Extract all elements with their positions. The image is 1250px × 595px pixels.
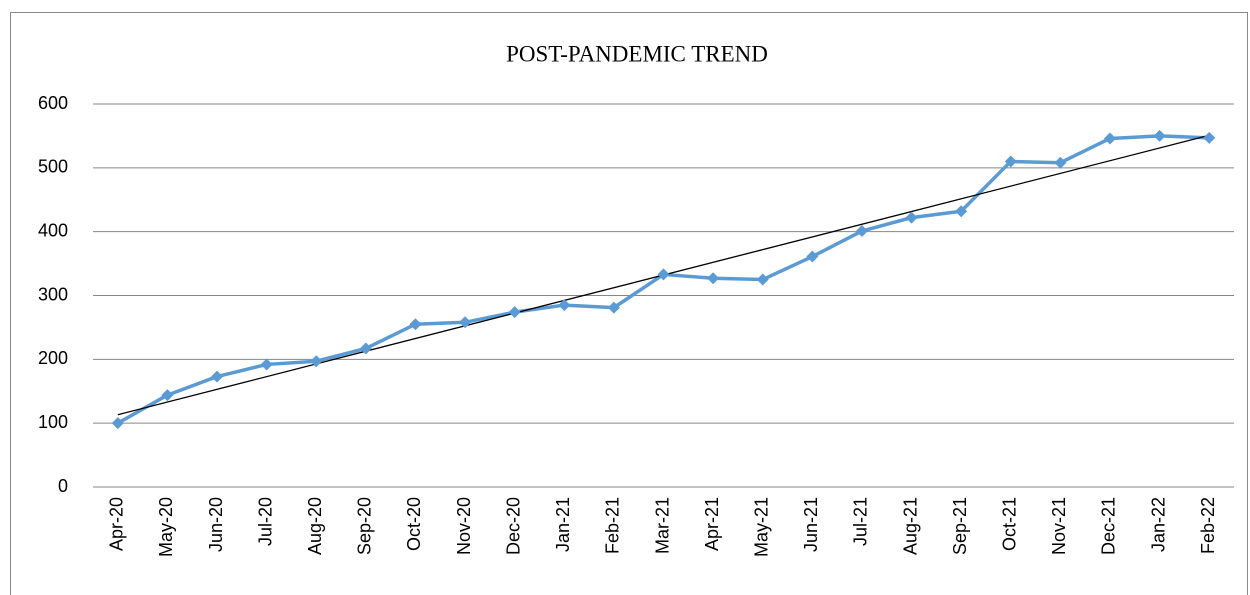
marker xyxy=(211,370,224,383)
marker xyxy=(905,211,918,224)
y-tick-label: 100 xyxy=(38,412,68,432)
marker xyxy=(855,225,868,238)
x-tick-label: Dec-21 xyxy=(1099,497,1119,555)
chart-frame xyxy=(10,12,1248,595)
marker xyxy=(459,316,472,329)
marker xyxy=(955,205,968,218)
x-tick-label: Jul-20 xyxy=(255,497,275,546)
chart-title: POST-PANDEMIC TREND xyxy=(506,41,768,66)
marker xyxy=(657,268,670,281)
marker xyxy=(161,389,174,402)
marker xyxy=(260,358,273,371)
marker xyxy=(558,299,571,312)
x-tick-label: Apr-21 xyxy=(702,497,722,551)
marker xyxy=(1103,132,1116,145)
marker xyxy=(409,318,422,331)
marker xyxy=(359,342,372,355)
marker xyxy=(806,250,819,263)
x-tick-label: Jul-21 xyxy=(851,497,871,546)
marker xyxy=(756,273,769,286)
x-tick-label: May-20 xyxy=(156,497,176,557)
marker xyxy=(1004,155,1017,168)
marker xyxy=(310,355,323,368)
x-tick-label: Dec-20 xyxy=(503,497,523,555)
marker xyxy=(1153,129,1166,142)
x-tick-label: Jun-21 xyxy=(801,497,821,552)
x-tick-label: Jan-22 xyxy=(1148,497,1168,552)
y-tick-label: 400 xyxy=(38,220,68,240)
marker xyxy=(1203,131,1216,144)
x-tick-label: Mar-21 xyxy=(652,497,672,554)
x-tick-label: Oct-21 xyxy=(1000,497,1020,551)
x-tick-label: Nov-20 xyxy=(454,497,474,555)
x-tick-label: Sep-21 xyxy=(950,497,970,555)
x-tick-label: Jan-21 xyxy=(553,497,573,552)
marker xyxy=(607,301,620,314)
x-tick-label: Nov-21 xyxy=(1049,497,1069,555)
marker xyxy=(707,272,720,285)
x-tick-label: Feb-21 xyxy=(603,497,623,554)
y-tick-label: 500 xyxy=(38,157,68,177)
x-tick-label: Jun-20 xyxy=(206,497,226,552)
marker xyxy=(111,417,124,430)
x-tick-label: Sep-20 xyxy=(355,497,375,555)
marker xyxy=(1054,156,1067,169)
x-tick-label: Apr-20 xyxy=(107,497,127,551)
y-tick-label: 300 xyxy=(38,284,68,304)
x-tick-label: Oct-20 xyxy=(404,497,424,551)
y-tick-label: 600 xyxy=(38,93,68,113)
x-tick-label: May-21 xyxy=(751,497,771,557)
marker xyxy=(508,306,521,319)
y-tick-label: 200 xyxy=(38,348,68,368)
y-tick-label: 0 xyxy=(58,476,68,496)
x-tick-label: Aug-21 xyxy=(900,497,920,555)
x-tick-label: Aug-20 xyxy=(305,497,325,555)
x-tick-label: Feb-22 xyxy=(1198,497,1218,554)
